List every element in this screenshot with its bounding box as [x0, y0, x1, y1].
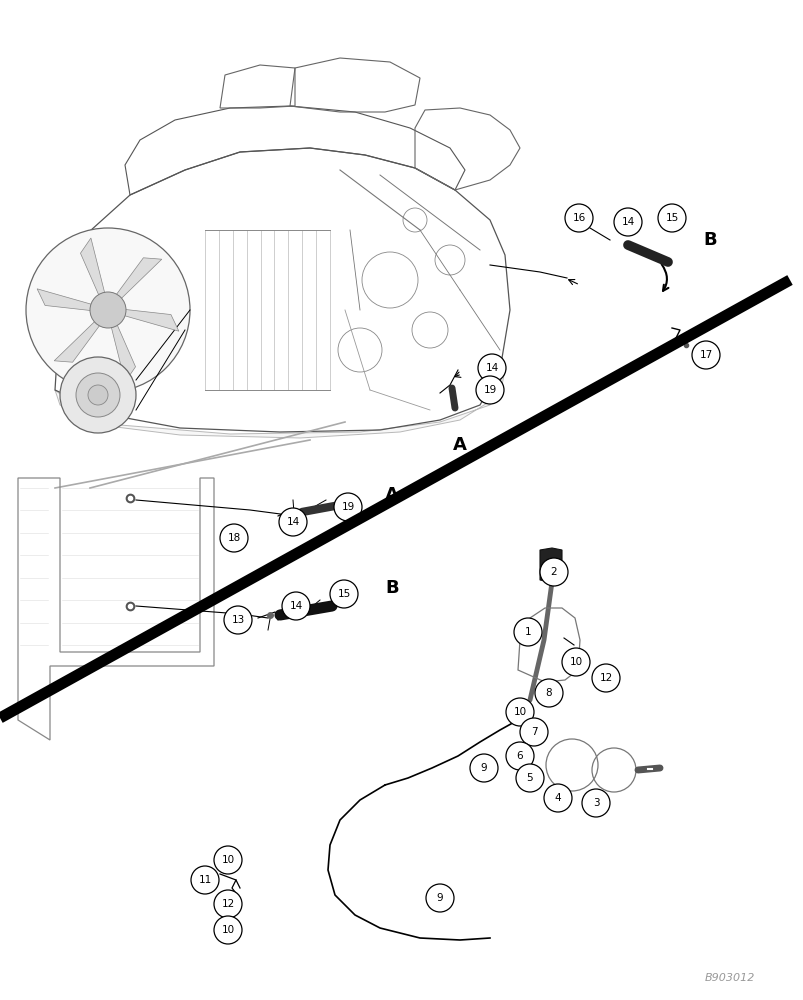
- Circle shape: [565, 204, 593, 232]
- Text: A: A: [385, 486, 398, 504]
- Circle shape: [540, 558, 567, 586]
- Circle shape: [470, 754, 497, 782]
- Circle shape: [657, 204, 685, 232]
- Text: 14: 14: [286, 517, 300, 527]
- Circle shape: [279, 508, 307, 536]
- Text: 12: 12: [598, 673, 612, 683]
- Circle shape: [520, 718, 548, 746]
- Polygon shape: [80, 238, 107, 304]
- Circle shape: [220, 524, 247, 552]
- Polygon shape: [55, 370, 504, 438]
- Text: A: A: [453, 436, 467, 454]
- Circle shape: [561, 648, 589, 676]
- Text: 11: 11: [198, 875, 211, 885]
- Text: 2: 2: [550, 567, 556, 577]
- Circle shape: [282, 592, 310, 620]
- Text: 15: 15: [337, 589, 350, 599]
- Circle shape: [613, 208, 642, 236]
- Text: 10: 10: [569, 657, 582, 667]
- Text: 19: 19: [483, 385, 496, 395]
- Text: 14: 14: [485, 363, 498, 373]
- Circle shape: [591, 664, 619, 692]
- Circle shape: [60, 357, 136, 433]
- Circle shape: [691, 341, 719, 369]
- Circle shape: [513, 618, 541, 646]
- Text: B903012: B903012: [704, 973, 754, 983]
- Polygon shape: [37, 289, 100, 312]
- Circle shape: [214, 846, 242, 874]
- Circle shape: [88, 385, 108, 405]
- Text: 10: 10: [221, 855, 234, 865]
- Circle shape: [478, 354, 505, 382]
- Circle shape: [90, 292, 126, 328]
- Text: 10: 10: [221, 925, 234, 935]
- Circle shape: [505, 698, 533, 726]
- Circle shape: [26, 228, 190, 392]
- Text: 3: 3: [592, 798, 598, 808]
- Text: B: B: [385, 579, 398, 597]
- Text: 5: 5: [526, 773, 532, 783]
- Text: 9: 9: [436, 893, 442, 903]
- Circle shape: [581, 789, 609, 817]
- Text: B: B: [703, 231, 716, 249]
- Text: 8: 8: [545, 688, 552, 698]
- Circle shape: [224, 606, 251, 634]
- Text: 14: 14: [621, 217, 634, 227]
- Circle shape: [426, 884, 454, 912]
- Circle shape: [544, 784, 571, 812]
- Text: 14: 14: [289, 601, 302, 611]
- Text: 7: 7: [530, 727, 536, 737]
- Text: 12: 12: [221, 899, 234, 909]
- Polygon shape: [54, 315, 105, 362]
- Text: 1: 1: [524, 627, 531, 637]
- Circle shape: [214, 916, 242, 944]
- Circle shape: [333, 493, 361, 521]
- Polygon shape: [109, 316, 136, 382]
- Circle shape: [505, 742, 533, 770]
- Text: 9: 9: [480, 763, 487, 773]
- Circle shape: [475, 376, 503, 404]
- Text: 4: 4: [554, 793, 560, 803]
- Circle shape: [516, 764, 544, 792]
- Text: 19: 19: [341, 502, 354, 512]
- Text: 18: 18: [227, 533, 240, 543]
- Polygon shape: [540, 548, 561, 582]
- Text: 6: 6: [516, 751, 523, 761]
- Circle shape: [214, 890, 242, 918]
- Text: 13: 13: [231, 615, 244, 625]
- Circle shape: [329, 580, 357, 608]
- Circle shape: [191, 866, 218, 894]
- Text: 17: 17: [699, 350, 711, 360]
- Text: 15: 15: [665, 213, 678, 223]
- Circle shape: [534, 679, 562, 707]
- Text: 10: 10: [513, 707, 526, 717]
- Circle shape: [76, 373, 120, 417]
- Polygon shape: [110, 258, 161, 305]
- Polygon shape: [115, 308, 178, 331]
- Text: 16: 16: [572, 213, 585, 223]
